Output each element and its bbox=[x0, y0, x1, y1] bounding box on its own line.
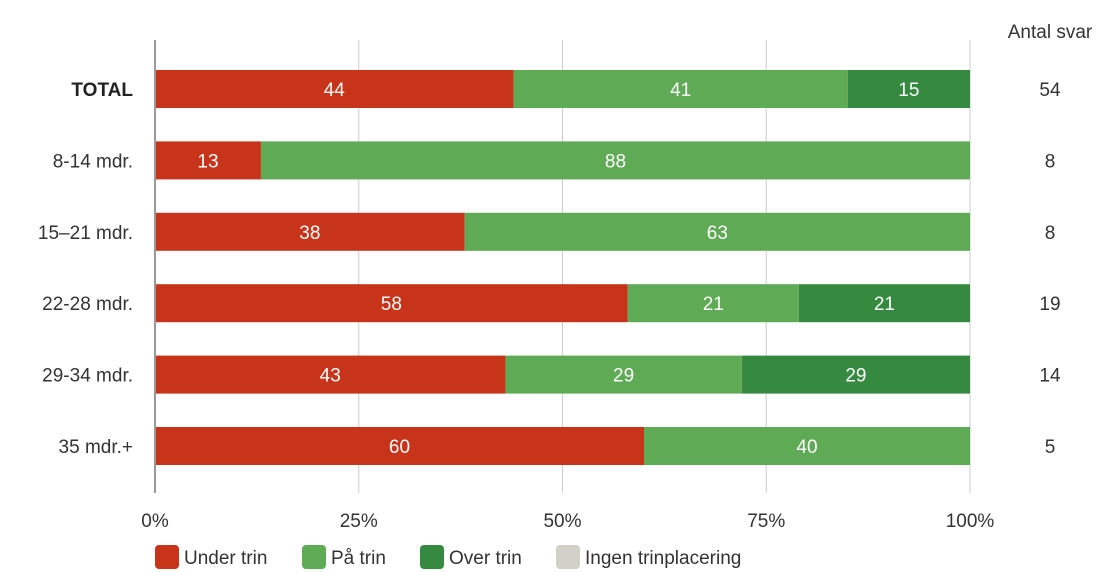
bar-segment bbox=[155, 141, 261, 180]
gridlines bbox=[358, 40, 971, 493]
data-label: 43 bbox=[320, 366, 341, 387]
data-label: 41 bbox=[670, 80, 691, 101]
data-label: 15 bbox=[898, 80, 919, 101]
category-label: 15–21 mdr. bbox=[38, 223, 133, 244]
bar-segment bbox=[155, 355, 506, 394]
legend-item: Over trin bbox=[420, 545, 522, 569]
x-tick-label: 25% bbox=[340, 511, 378, 532]
bar-segment bbox=[644, 427, 970, 465]
category-axis: TOTAL 8-14 mdr. 15–21 mdr. 22-28 mdr. 29-34 … bbox=[38, 40, 156, 493]
bar-segment bbox=[798, 284, 970, 323]
bar-segment bbox=[155, 284, 628, 323]
count-value: 14 bbox=[1039, 366, 1061, 387]
legend-item: Under trin bbox=[155, 545, 267, 569]
data-label: 13 bbox=[197, 151, 218, 172]
category-label: TOTAL bbox=[71, 80, 133, 101]
data-label: 21 bbox=[703, 294, 724, 315]
legend-label: Ingen trinplacering bbox=[585, 548, 741, 569]
legend-swatch bbox=[420, 545, 444, 569]
data-label: 88 bbox=[605, 151, 626, 172]
data-label: 60 bbox=[389, 437, 410, 458]
bar-segment bbox=[513, 70, 848, 108]
response-counts: Antal svar 54 8 8 19 14 5 bbox=[1008, 22, 1093, 458]
data-label: 38 bbox=[299, 223, 320, 244]
bar-row: 43 29 29 bbox=[155, 355, 970, 394]
category-label: 35 mdr.+ bbox=[59, 437, 133, 458]
x-tick-label: 75% bbox=[747, 511, 785, 532]
bar-segment bbox=[741, 355, 970, 394]
bar-row: 60 40 bbox=[155, 427, 970, 465]
bar-row: 44 41 15 bbox=[155, 70, 970, 108]
bars: 44 41 15 13 88 38 63 58 21 21 43 29 29 60 40 bbox=[155, 70, 970, 465]
bar-row: 13 88 bbox=[155, 141, 970, 180]
category-label: 22-28 mdr. bbox=[42, 294, 133, 315]
x-tick-label: 100% bbox=[946, 511, 995, 532]
count-value: 54 bbox=[1039, 80, 1061, 101]
count-header: Antal svar bbox=[1008, 22, 1093, 43]
legend-item: På trin bbox=[302, 545, 386, 569]
data-label: 29 bbox=[845, 366, 866, 387]
data-label: 58 bbox=[381, 294, 402, 315]
data-label: 29 bbox=[613, 366, 634, 387]
legend-label: Under trin bbox=[184, 548, 267, 569]
x-tick-labels: 0% 25% 50% 75% 100% bbox=[141, 511, 994, 532]
count-value: 19 bbox=[1039, 294, 1060, 315]
legend-swatch bbox=[556, 545, 580, 569]
x-tick-label: 0% bbox=[141, 511, 169, 532]
legend: Under trin På trin Over trin Ingen trinplac… bbox=[155, 545, 741, 569]
count-value: 8 bbox=[1045, 223, 1056, 244]
bar-segment bbox=[505, 355, 742, 394]
data-label: 21 bbox=[874, 294, 895, 315]
legend-label: På trin bbox=[331, 548, 386, 569]
data-label: 63 bbox=[707, 223, 728, 244]
count-value: 5 bbox=[1045, 437, 1056, 458]
data-label: 40 bbox=[796, 437, 817, 458]
bar-segment bbox=[155, 427, 644, 465]
data-label: 44 bbox=[324, 80, 346, 101]
category-label: 8-14 mdr. bbox=[53, 151, 133, 172]
count-value: 8 bbox=[1045, 151, 1056, 172]
category-label: 29-34 mdr. bbox=[42, 366, 133, 387]
x-tick-label: 50% bbox=[543, 511, 581, 532]
bar-segment bbox=[155, 212, 465, 251]
bar-row: 58 21 21 bbox=[155, 284, 970, 323]
bar-segment bbox=[627, 284, 799, 323]
legend-swatch bbox=[155, 545, 179, 569]
legend-label: Over trin bbox=[449, 548, 522, 569]
bar-segment bbox=[155, 70, 514, 108]
legend-swatch bbox=[302, 545, 326, 569]
legend-item: Ingen trinplacering bbox=[556, 545, 741, 569]
bar-segment bbox=[464, 212, 970, 251]
bar-row: 38 63 bbox=[155, 212, 970, 251]
bar-segment bbox=[847, 70, 970, 108]
bar-segment bbox=[260, 141, 970, 180]
